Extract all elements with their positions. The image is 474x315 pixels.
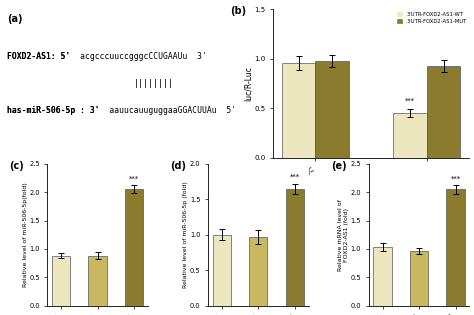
Text: has-miR-506-5p : 3'  aauucauuguggaaGGACUUAu  5': has-miR-506-5p : 3' aauucauuguggaaGGACUU… [7, 106, 236, 115]
Bar [447, 189, 465, 306]
Text: ||||||||: |||||||| [134, 79, 174, 88]
Text: FOXD2-AS1: 5': FOXD2-AS1: 5' [7, 52, 70, 61]
Bar [410, 251, 428, 306]
Text: (a): (a) [7, 14, 22, 24]
Bar [374, 247, 392, 306]
Y-axis label: Relative mRNA level of
FOXD2-AS1 (fold): Relative mRNA level of FOXD2-AS1 (fold) [338, 199, 349, 271]
Text: FOXD2-AS1: 5'  acgcccuuccgggcCCUGAAUu  3': FOXD2-AS1: 5' acgcccuuccgggcCCUGAAUu 3' [7, 52, 207, 61]
Bar [52, 256, 70, 306]
Y-axis label: luc/R-Luc: luc/R-Luc [244, 66, 253, 101]
Text: ***: *** [405, 98, 415, 104]
Bar [427, 66, 460, 158]
Text: ***: *** [290, 174, 300, 180]
Bar [249, 237, 267, 306]
Legend: 3'UTR-FOXD2-AS1-WT, 3'UTR-FOXD2-AS1-MUT: 3'UTR-FOXD2-AS1-WT, 3'UTR-FOXD2-AS1-MUT [397, 12, 466, 24]
Bar [282, 63, 316, 158]
Bar [125, 189, 143, 306]
Bar [393, 113, 427, 158]
Y-axis label: Relative level of miR-506-5p (fold): Relative level of miR-506-5p (fold) [183, 181, 189, 288]
Text: (c): (c) [9, 161, 24, 171]
Y-axis label: Relative level of miR-506-5p(fold): Relative level of miR-506-5p(fold) [23, 182, 28, 287]
Text: (e): (e) [331, 161, 346, 171]
Text: (b): (b) [230, 7, 246, 16]
Bar [316, 61, 349, 158]
Bar [213, 235, 231, 306]
Text: ***: *** [450, 176, 461, 182]
Text: (d): (d) [170, 161, 186, 171]
Bar [286, 189, 304, 306]
Text: has-miR-506-5p : 3': has-miR-506-5p : 3' [7, 106, 100, 115]
Text: ***: *** [129, 176, 139, 182]
Bar [89, 256, 107, 306]
